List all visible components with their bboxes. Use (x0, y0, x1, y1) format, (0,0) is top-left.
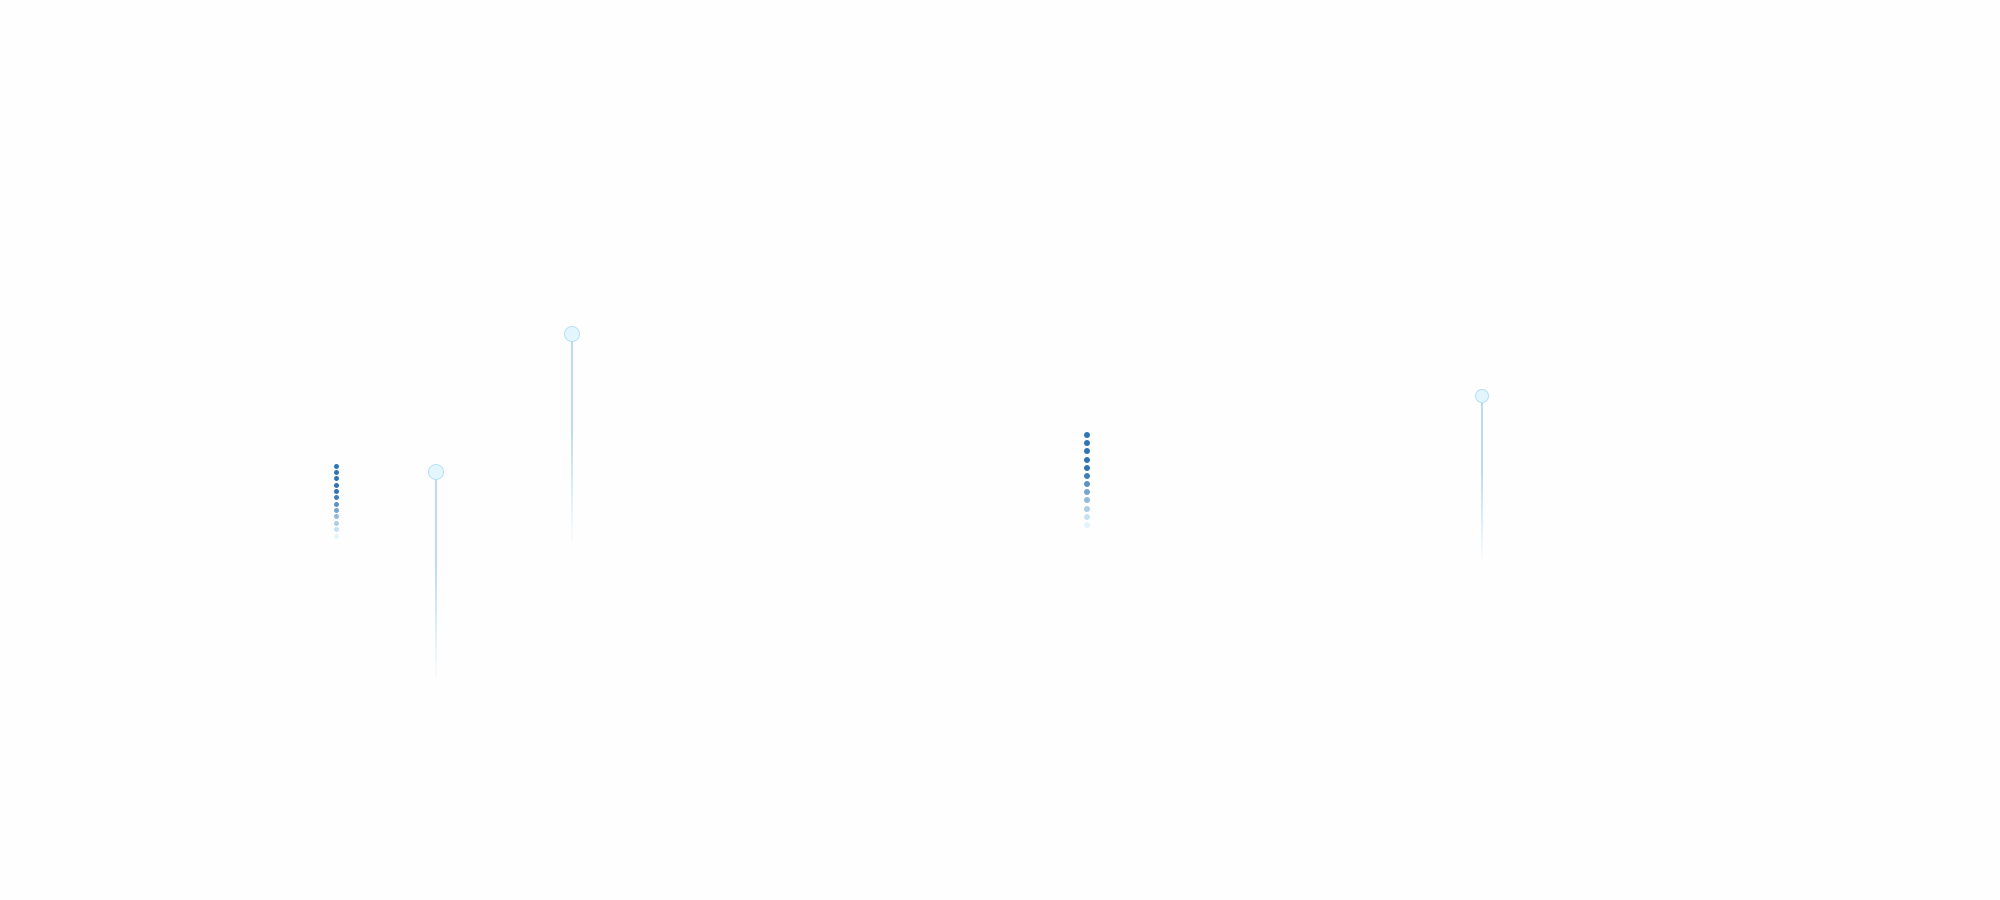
loading-dot (1084, 489, 1090, 496)
pin-head (564, 326, 580, 342)
loading-dot (333, 520, 339, 526)
loading-dot (333, 469, 339, 475)
pin-stem (571, 334, 573, 547)
loading-dot (1084, 456, 1090, 463)
pin-stem (435, 472, 437, 683)
loading-dot (1084, 432, 1090, 438)
loading-dot (1084, 440, 1090, 447)
pin-stem (1481, 396, 1483, 565)
loading-dot (333, 488, 339, 494)
loading-dot (333, 476, 339, 482)
loading-dot (1084, 448, 1090, 455)
loading-dot (333, 463, 339, 469)
loading-dot (333, 501, 339, 507)
loading-dot (1084, 522, 1090, 528)
loading-dot (333, 495, 339, 501)
loading-dot (333, 533, 339, 539)
loading-dot (333, 508, 339, 514)
pin-head (428, 464, 444, 480)
loading-dot (1084, 497, 1090, 504)
loading-dot (1084, 513, 1090, 520)
loading-dot (333, 527, 339, 533)
loading-dot (333, 514, 339, 520)
loading-dot (1084, 472, 1090, 479)
loading-dot (333, 482, 339, 488)
loading-dot (1084, 481, 1090, 488)
loading-dot (1084, 464, 1090, 471)
loading-dot (1084, 505, 1090, 512)
pin-head (1475, 389, 1489, 403)
